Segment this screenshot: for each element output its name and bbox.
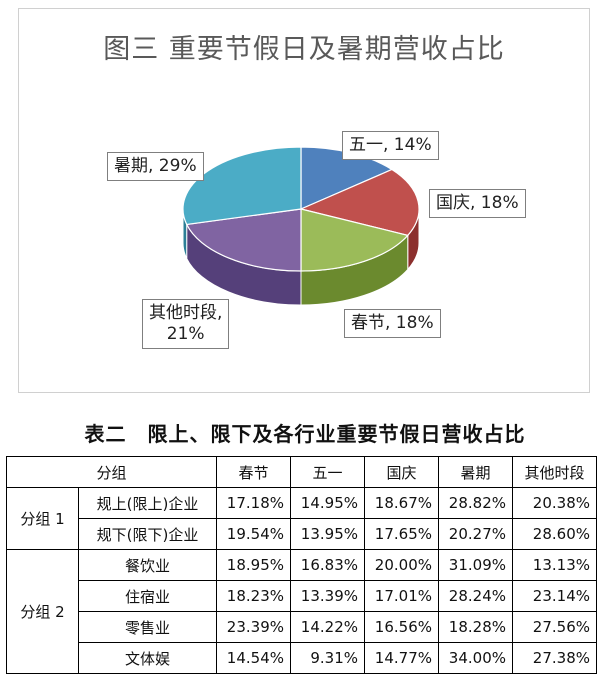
cell: 27.56% (512, 611, 597, 643)
cell: 14.54% (216, 642, 291, 674)
slice-label-chunjie-text: 春节, 18% (351, 313, 434, 333)
cell: 34.00% (438, 642, 513, 674)
header-wuyi: 五一 (290, 456, 365, 488)
cell: 19.54% (216, 518, 291, 550)
cell: 16.83% (290, 549, 365, 581)
header-qita: 其他时段 (512, 456, 597, 488)
data-table: 分组 春节 五一 国庆 暑期 其他时段 分组 1 规上(限上)企业 17.18%… (6, 456, 597, 674)
table-row: 住宿业 18.23% 13.39% 17.01% 28.24% 23.14% (7, 580, 597, 612)
chart-title: 图三 重要节假日及暑期营收占比 (103, 34, 505, 65)
header-shuqi: 暑期 (438, 456, 513, 488)
cell: 16.56% (364, 611, 439, 643)
cell: 18.67% (364, 487, 439, 519)
header-group: 分组 (6, 456, 217, 488)
slice-label-shuqi: 暑期, 29% (107, 152, 204, 181)
slice-label-chunjie: 春节, 18% (344, 309, 441, 338)
cell: 9.31% (290, 642, 365, 674)
slice-label-guoqing: 国庆, 18% (429, 189, 526, 218)
cell: 18.23% (216, 580, 291, 612)
cell: 20.27% (438, 518, 513, 550)
cell: 28.60% (512, 518, 597, 550)
cell: 13.39% (290, 580, 365, 612)
row-label: 零售业 (78, 611, 217, 643)
cell: 13.95% (290, 518, 365, 550)
slice-label-guoqing-text: 国庆, 18% (436, 193, 519, 213)
cell: 17.65% (364, 518, 439, 550)
cell: 27.38% (512, 642, 597, 674)
slice-label-qita: 其他时段, 21% (142, 299, 230, 349)
row-label: 住宿业 (78, 580, 217, 612)
cell: 31.09% (438, 549, 513, 581)
cell: 23.14% (512, 580, 597, 612)
cell: 14.95% (290, 487, 365, 519)
cell: 18.95% (216, 549, 291, 581)
row-label: 文体娱 (78, 642, 217, 674)
table-row: 分组 2 餐饮业 18.95% 16.83% 20.00% 31.09% 13.… (6, 549, 597, 674)
row-label: 规上(限上)企业 (78, 487, 217, 519)
table-row: 规下(限下)企业 19.54% 13.95% 17.65% 20.27% 28.… (7, 518, 597, 550)
slice-label-qita-line1: 其他时段, (149, 303, 223, 323)
pie-slice-国庆 (299, 168, 420, 237)
cell: 28.82% (438, 487, 513, 519)
row-label: 规下(限下)企业 (78, 518, 217, 550)
slice-label-wuyi-text: 五一, 14% (349, 135, 432, 155)
table-title: 表二 限上、限下及各行业重要节假日营收占比 (84, 422, 526, 446)
cell: 20.00% (364, 549, 439, 581)
cell: 20.38% (512, 487, 597, 519)
header-chunjie: 春节 (216, 456, 291, 488)
group-cell: 分组 1 (6, 487, 79, 550)
cell: 17.18% (216, 487, 291, 519)
cell: 17.01% (364, 580, 439, 612)
cell: 23.39% (216, 611, 291, 643)
pie-slice-暑期 (182, 146, 302, 226)
slice-label-wuyi: 五一, 14% (342, 131, 439, 160)
slice-label-shuqi-text: 暑期, 29% (114, 156, 197, 176)
table-row: 文体娱 14.54% 9.31% 14.77% 34.00% 27.38% (7, 642, 597, 674)
header-guoqing: 国庆 (364, 456, 439, 488)
table-header-row: 分组 春节 五一 国庆 暑期 其他时段 (6, 456, 597, 488)
pie-slice-其他时段 (185, 208, 302, 272)
pie-chart-panel: 图三 重要节假日及暑期营收占比 五一, 14% 国庆, 18% 春节, 18% … (18, 8, 590, 393)
pie-chart (182, 146, 420, 306)
group-cell: 分组 2 (6, 549, 79, 674)
cell: 14.22% (290, 611, 365, 643)
cell: 13.13% (512, 549, 597, 581)
cell: 14.77% (364, 642, 439, 674)
table-row: 分组 1 规上(限上)企业 17.18% 14.95% 18.67% 28.82… (6, 487, 597, 550)
slice-label-qita-line2: 21% (166, 324, 205, 344)
pie-slice-春节 (300, 208, 409, 272)
table-row: 零售业 23.39% 14.22% 16.56% 18.28% 27.56% (7, 611, 597, 643)
row-label: 餐饮业 (78, 549, 217, 581)
cell: 28.24% (438, 580, 513, 612)
cell: 18.28% (438, 611, 513, 643)
